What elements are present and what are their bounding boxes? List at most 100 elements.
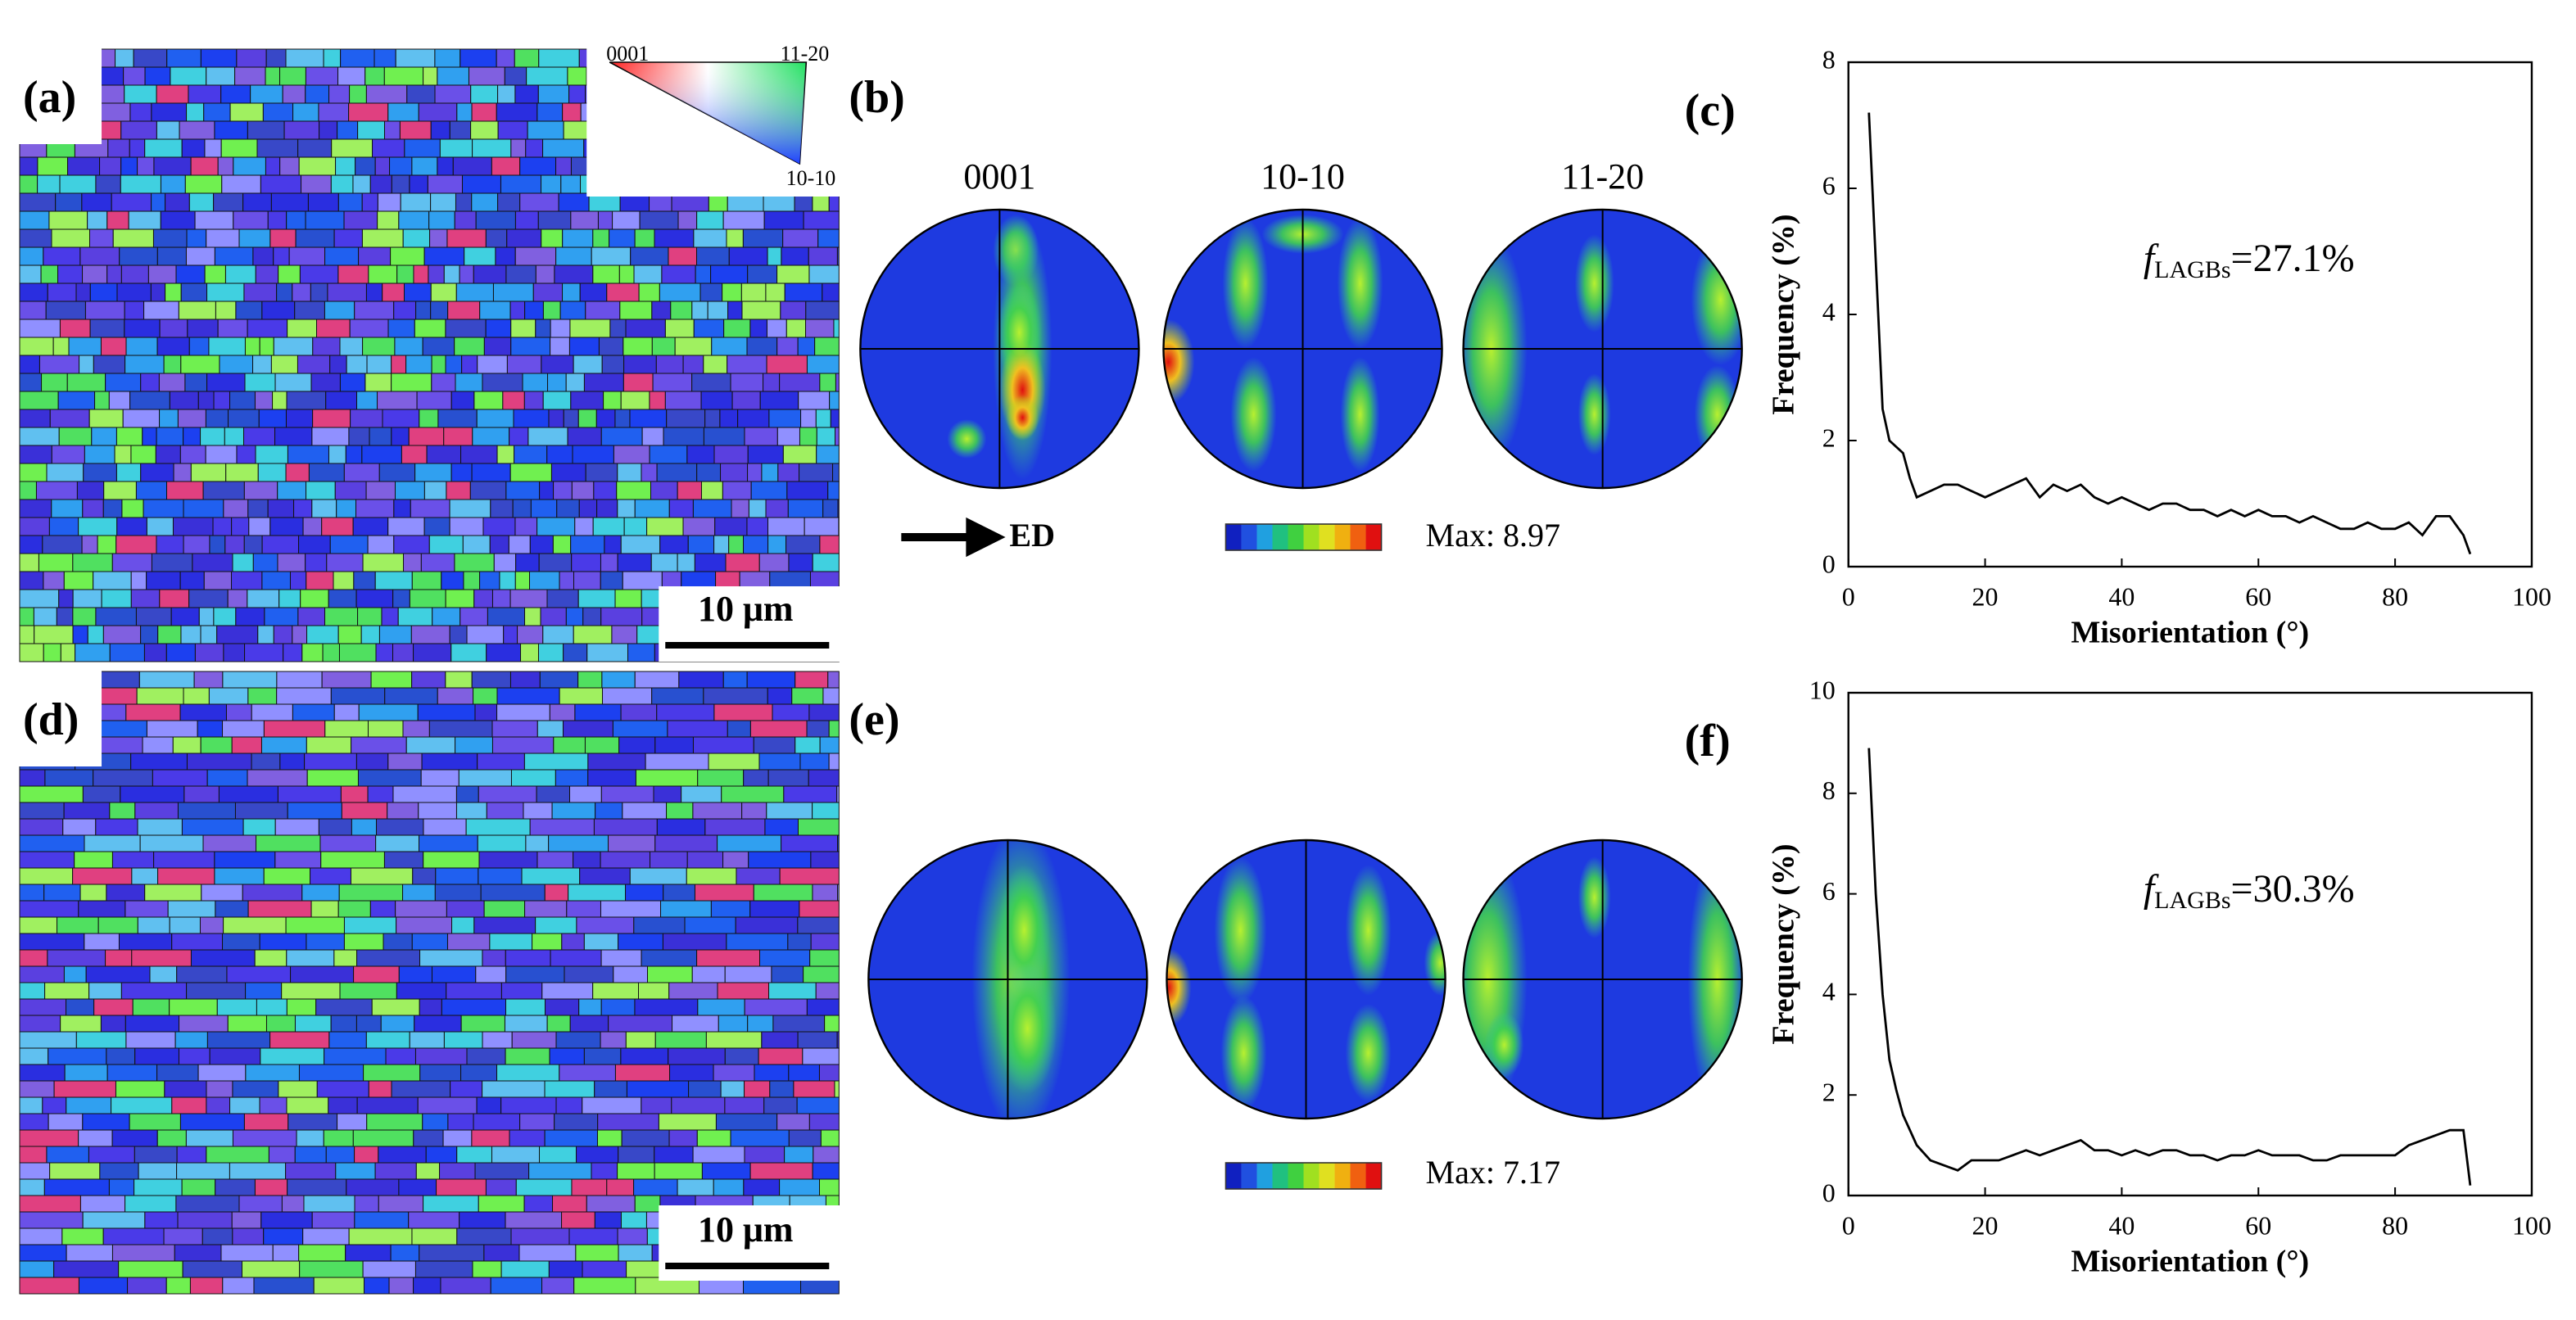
grain (456, 1227, 512, 1245)
grain (182, 1260, 242, 1278)
grain (717, 982, 770, 1000)
grain (591, 246, 632, 266)
grain (272, 391, 287, 410)
grain (554, 1113, 599, 1131)
grain (186, 228, 207, 248)
grain (714, 517, 748, 536)
grain (549, 703, 576, 721)
grain (482, 1080, 546, 1098)
grain (423, 851, 480, 869)
grain (515, 553, 540, 572)
grain (19, 1178, 45, 1196)
grain (270, 355, 298, 374)
grain (129, 138, 146, 158)
grain (536, 517, 576, 536)
grain (369, 427, 392, 446)
grain (837, 884, 840, 902)
grain (753, 736, 796, 754)
grain (324, 1047, 387, 1065)
grain (251, 753, 281, 771)
grain (553, 481, 573, 500)
grain (352, 1129, 414, 1147)
grain (248, 517, 271, 536)
grain (243, 1113, 289, 1131)
intensity (1345, 865, 1392, 996)
grain (415, 1162, 441, 1180)
grain (188, 192, 215, 212)
grain (806, 998, 840, 1016)
grain (48, 517, 79, 536)
y-tick-label: 0 (1822, 1178, 1836, 1207)
grain (766, 319, 787, 338)
grain (57, 391, 96, 410)
grain (824, 1015, 840, 1033)
grain (810, 933, 840, 951)
grain (46, 1146, 89, 1164)
grain (646, 517, 684, 536)
grain (765, 499, 789, 518)
grain (250, 84, 283, 104)
grain (556, 499, 580, 518)
grain (62, 818, 97, 836)
grain (306, 736, 352, 754)
grain (439, 138, 473, 158)
grain (156, 120, 180, 140)
grain (812, 884, 839, 902)
grain (573, 355, 603, 374)
grain (767, 535, 787, 554)
grain (667, 720, 728, 738)
grain (130, 753, 188, 771)
grain (536, 102, 564, 122)
grain (285, 409, 314, 428)
grain (788, 553, 813, 572)
grain (500, 1096, 557, 1114)
grain (294, 1146, 327, 1164)
grain (139, 834, 204, 852)
grain (188, 589, 229, 608)
grain (421, 753, 478, 771)
grain (833, 319, 840, 338)
grain (56, 607, 74, 626)
grain (705, 1031, 763, 1049)
grain (701, 1162, 751, 1180)
grain (190, 949, 256, 967)
grain (797, 818, 840, 836)
grain (135, 607, 172, 626)
grain (817, 228, 840, 248)
colorbar-step (1225, 1163, 1242, 1189)
grain (311, 1211, 355, 1229)
grain (19, 1113, 49, 1131)
grain (337, 900, 371, 918)
grain (353, 571, 376, 590)
grain (351, 736, 407, 754)
grain (263, 720, 326, 738)
grain (82, 1211, 146, 1229)
grain (99, 156, 122, 176)
grain (166, 48, 201, 68)
grain (600, 998, 636, 1016)
grain (398, 210, 430, 230)
grain (434, 84, 472, 104)
grain (378, 1195, 424, 1213)
grain (325, 391, 358, 410)
grain (306, 625, 339, 644)
grain (163, 355, 182, 374)
panel-label: (b) (849, 72, 904, 123)
grain (437, 409, 478, 428)
grain (439, 1162, 476, 1180)
grain (612, 210, 641, 230)
grain (489, 535, 509, 554)
grain (779, 1178, 821, 1196)
grain (348, 1227, 413, 1245)
grain (152, 769, 208, 787)
grain (654, 1031, 707, 1049)
grain (818, 1064, 840, 1082)
grain (506, 228, 542, 248)
grain (159, 589, 190, 608)
grain (641, 589, 663, 608)
grain (35, 481, 78, 500)
grain (750, 481, 788, 500)
grain (179, 703, 227, 721)
grain (829, 391, 840, 410)
grain (470, 84, 499, 104)
